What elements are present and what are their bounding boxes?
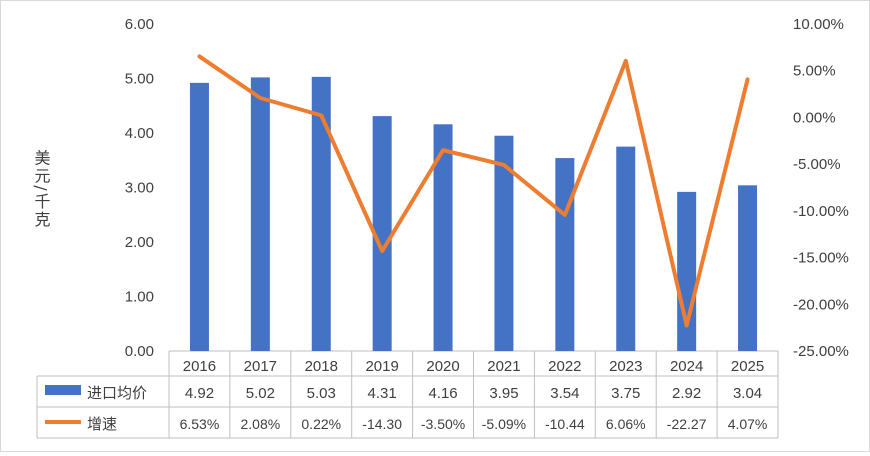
price-value: 3.95 xyxy=(489,385,518,402)
category-label: 2024 xyxy=(670,358,703,375)
growth-value: 4.07% xyxy=(728,416,768,432)
left-tick-label: 0.00 xyxy=(125,343,154,360)
price-value: 4.31 xyxy=(368,385,397,402)
growth-value: -22.27 xyxy=(667,416,707,432)
right-tick-label: -20.00% xyxy=(793,296,849,313)
price-value: 4.92 xyxy=(185,385,214,402)
legend-label-price: 进口均价 xyxy=(87,384,147,402)
left-tick-label: 6.00 xyxy=(125,16,154,33)
growth-value: 2.08% xyxy=(240,416,280,432)
right-tick-label: -5.00% xyxy=(793,156,841,173)
category-label: 2021 xyxy=(487,358,520,375)
bar-2022 xyxy=(555,158,574,351)
right-tick-label: 10.00% xyxy=(793,16,844,33)
price-value: 5.03 xyxy=(307,385,336,402)
right-tick-label: -10.00% xyxy=(793,203,849,220)
growth-value: 6.53% xyxy=(180,416,220,432)
left-tick-label: 3.00 xyxy=(125,180,154,197)
left-tick-label: 1.00 xyxy=(125,289,154,306)
category-label: 2025 xyxy=(731,358,764,375)
left-tick-label: 4.00 xyxy=(125,125,154,142)
left-tick-label: 5.00 xyxy=(125,71,154,88)
category-label: 2016 xyxy=(183,358,216,375)
growth-value: 0.22% xyxy=(301,416,341,432)
right-tick-label: -15.00% xyxy=(793,250,849,267)
price-value: 2.92 xyxy=(672,385,701,402)
growth-value: -10.44 xyxy=(545,416,585,432)
growth-line xyxy=(199,56,747,325)
bar-series xyxy=(190,77,757,351)
data-table: 2016 2017 2018 2019 2020 2021 2022 2023 2024 2025… xyxy=(45,358,767,433)
growth-value: 6.06% xyxy=(606,416,646,432)
bar-2023 xyxy=(616,147,635,351)
right-tick-label: 0.00% xyxy=(793,109,836,126)
category-label: 2018 xyxy=(305,358,338,375)
bar-2025 xyxy=(738,185,757,351)
price-value: 3.54 xyxy=(550,385,579,402)
right-axis: -25.00% -20.00% -15.00% -10.00% -5.00% 0.00% 5… xyxy=(793,16,849,360)
bar-2017 xyxy=(251,77,270,351)
category-label: 2017 xyxy=(244,358,277,375)
growth-value: -14.30 xyxy=(362,416,402,432)
left-tick-label: 2.00 xyxy=(125,234,154,251)
category-label: 2023 xyxy=(609,358,642,375)
y-axis-label: 美元/千克 xyxy=(32,149,51,228)
price-value: 5.02 xyxy=(246,385,275,402)
right-tick-label: 5.00% xyxy=(793,63,836,80)
category-label: 2022 xyxy=(548,358,581,375)
legend-label-growth: 增速 xyxy=(87,415,117,433)
legend-key-price xyxy=(45,385,81,395)
category-label: 2020 xyxy=(426,358,459,375)
right-tick-label: -25.00% xyxy=(793,343,849,360)
growth-value: -3.50% xyxy=(421,416,465,432)
left-axis: 0.00 1.00 2.00 3.00 4.00 5.00 6.00 xyxy=(125,16,154,360)
category-label: 2019 xyxy=(365,358,398,375)
growth-value: -5.09% xyxy=(482,416,526,432)
line-series xyxy=(199,56,747,325)
bar-2016 xyxy=(190,83,209,351)
price-value: 3.04 xyxy=(733,385,762,402)
price-value: 4.16 xyxy=(428,385,457,402)
price-value: 3.75 xyxy=(611,385,640,402)
